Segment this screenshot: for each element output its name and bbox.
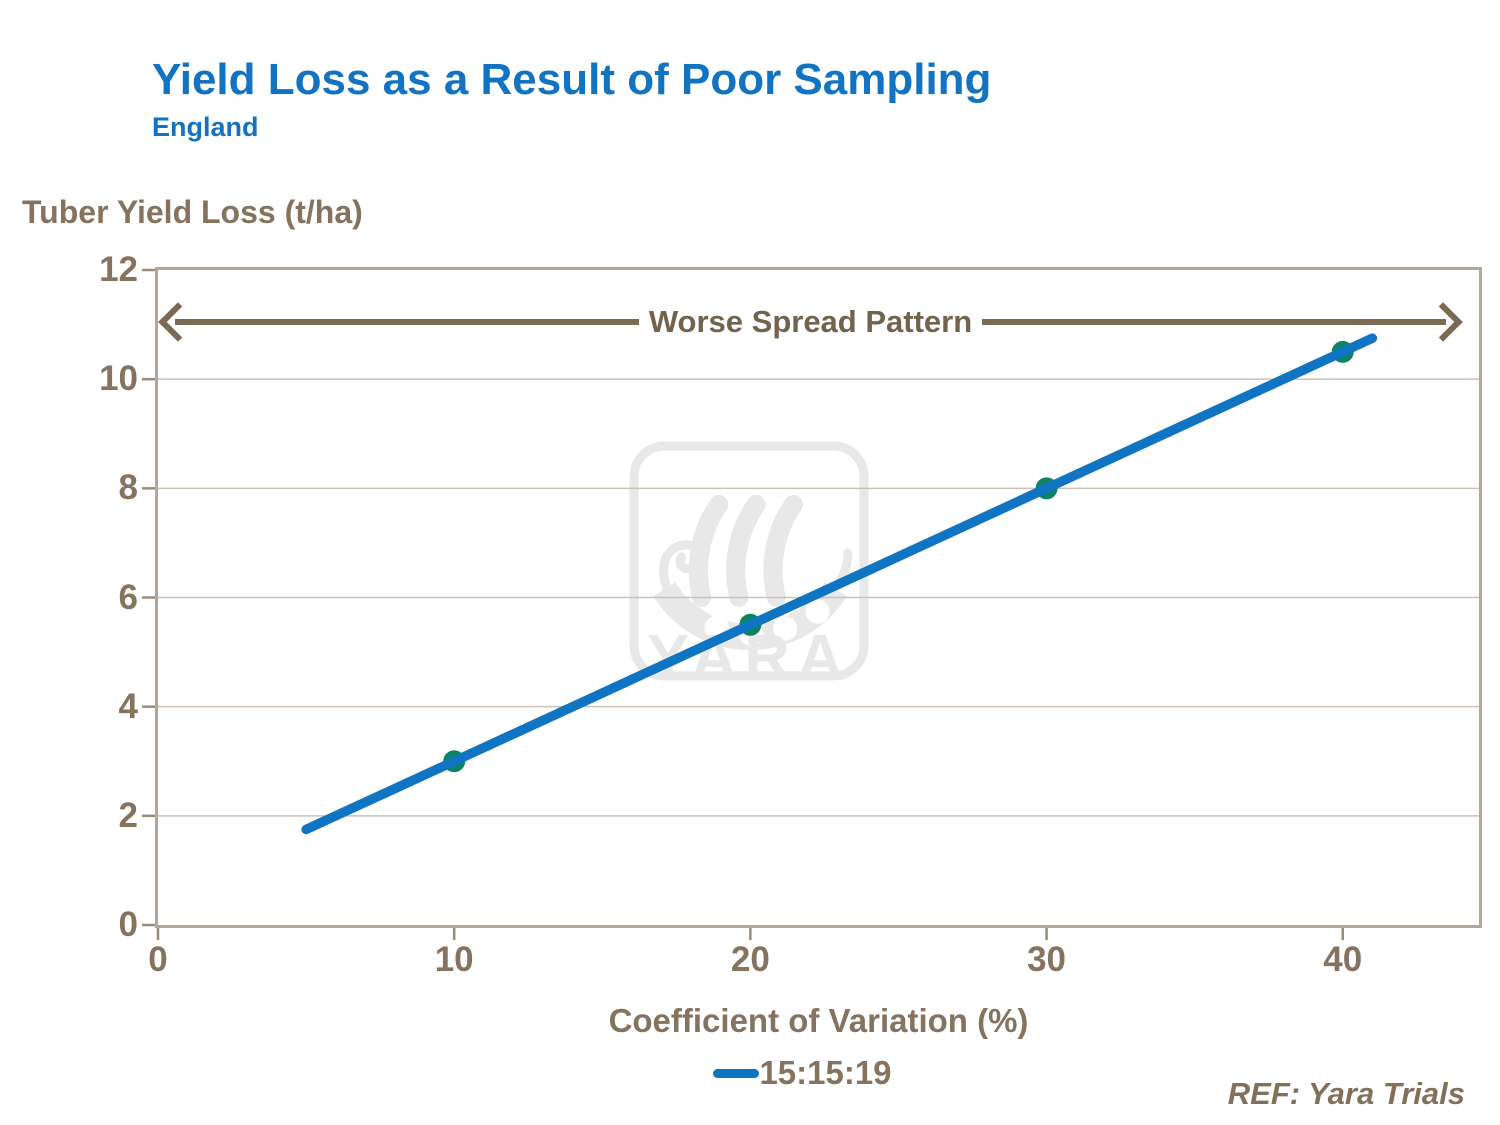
legend-series-label: 15:15:19	[759, 1054, 892, 1091]
y-tick-label: 4	[118, 686, 138, 726]
y-tick-label: 6	[118, 577, 138, 617]
y-tick-label: 10	[99, 359, 138, 399]
y-tick-label: 12	[99, 250, 138, 289]
y-tick-label: 2	[118, 795, 138, 835]
spread-pattern-label: Worse Spread Pattern	[648, 303, 973, 339]
legend-line-swatch	[713, 1068, 760, 1078]
worse-spread-pattern-arrow: Worse Spread Pattern	[158, 302, 1463, 342]
y-axis-title: Tuber Yield Loss (t/ha)	[22, 194, 363, 230]
arrow-shaft-left	[175, 318, 639, 325]
legend: 15:15:19	[139, 1054, 1466, 1092]
watermark-frame	[629, 441, 869, 681]
reference-note: REF: Yara Trials	[1227, 1076, 1465, 1111]
x-tick-label: 40	[1323, 940, 1363, 979]
viking-ship-hull-icon	[653, 540, 853, 650]
arrow-shaft-right	[982, 318, 1446, 325]
x-tick-label: 20	[730, 940, 770, 979]
x-tick-label: 30	[1027, 940, 1067, 979]
x-tick-label: 10	[434, 940, 474, 979]
page-subtitle: England	[152, 112, 259, 142]
page-title: Yield Loss as a Result of Poor Sampling	[152, 55, 992, 104]
yara-logo-watermark: YARA	[629, 441, 869, 682]
y-tick-label: 8	[118, 468, 138, 508]
arrowhead-right-icon	[1423, 302, 1463, 342]
series-line	[301, 333, 1378, 835]
chart-canvas	[142, 268, 1479, 940]
arrowhead-left-icon	[158, 302, 198, 342]
x-tick-label: 0	[148, 940, 168, 979]
y-tick-label: 0	[118, 905, 138, 944]
plot-area: YARA Worse Spread Pattern	[142, 267, 1482, 940]
x-axis-title: Coefficient of Variation (%)	[608, 1002, 1029, 1039]
